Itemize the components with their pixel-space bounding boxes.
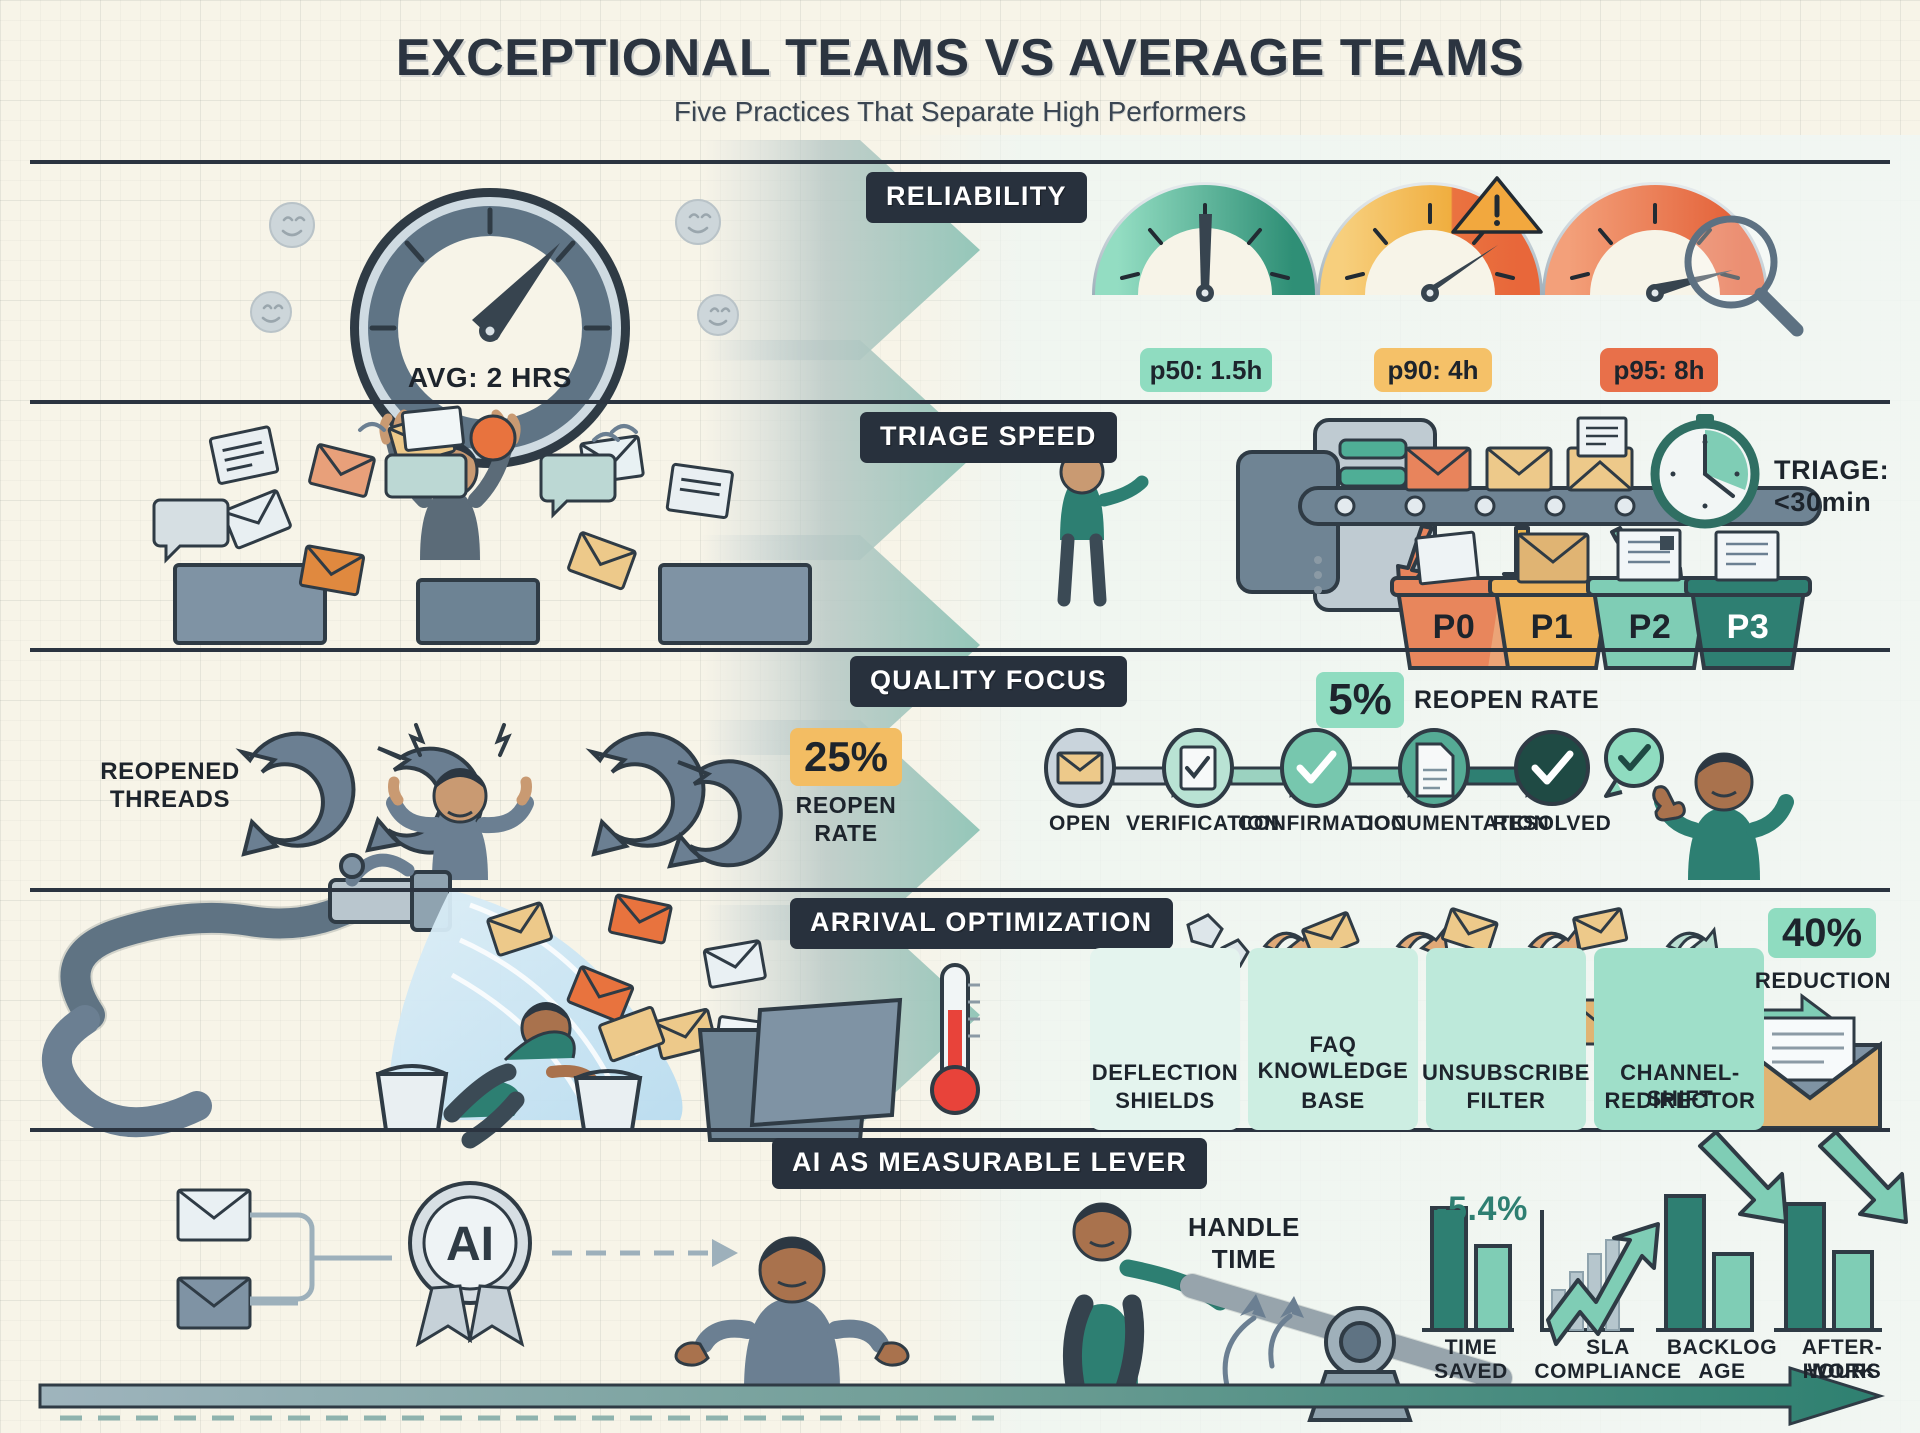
handle-time-delta: -5.4%: [1436, 1190, 1528, 1228]
filter-card-channel-shift: [1594, 948, 1764, 1130]
chart-label-time-1: TIME: [1444, 1336, 1498, 1359]
header: EXCEPTIONAL TEAMS VS AVERAGE TEAMS Five …: [0, 0, 1920, 135]
resolution-flow: [1044, 728, 1794, 880]
arrival-reduction-value: 40%: [1768, 908, 1876, 958]
gauge-p50: [1092, 182, 1318, 302]
gauge-pill-p90: p90: 4h: [1374, 348, 1492, 392]
magnifier-icon: [1684, 215, 1804, 337]
gauge-p90: [1317, 176, 1543, 302]
stopwatch-icon: [1650, 414, 1760, 529]
filter-card-unsubscribe: [1426, 948, 1586, 1130]
section-badge-ai-lever: AI AS MEASURABLE LEVER: [772, 1138, 1208, 1189]
filter-card-label-faq-2: BASE: [1301, 1088, 1365, 1113]
flow-step-label-open: OPEN: [1049, 812, 1111, 835]
filter-card-label-deflection-1: DEFLECTION: [1091, 1060, 1239, 1085]
filter-card-label-deflection-2: SHIELDS: [1115, 1088, 1215, 1113]
row-divider-2: [30, 400, 1890, 404]
row-divider-1: [30, 160, 1890, 164]
triage-timer-label-line2: <30min: [1774, 487, 1872, 517]
avg-reopen-rate-value: 25%: [790, 728, 902, 786]
flow-step-label-resolved: RESOLVED: [1492, 812, 1612, 835]
gauge-pill-p50: p50: 1.5h: [1140, 348, 1272, 392]
exc-reopen-rate-value: 5%: [1316, 672, 1404, 728]
reopen-loops: [235, 731, 783, 869]
reopened-threads-label-line2: THREADS: [109, 786, 231, 813]
page-title: EXCEPTIONAL TEAMS VS AVERAGE TEAMS: [395, 29, 1525, 87]
page-subtitle: Five Practices That Separate High Perfor…: [673, 96, 1247, 127]
stressed-person: [386, 723, 534, 880]
bin-label-p3: P3: [1726, 608, 1770, 646]
thermometer-icon: [930, 963, 980, 1115]
row-divider-5: [30, 1128, 1890, 1132]
row-divider-4: [30, 888, 1890, 892]
chaos-scene: [152, 405, 812, 645]
exc-reopen-rate-label: REOPEN RATE: [1414, 686, 1600, 714]
filter-card-label-faq-1: FAQ KNOWLEDGE: [1257, 1032, 1409, 1083]
section-badge-arrival-optimization: ARRIVAL OPTIMIZATION: [790, 898, 1173, 949]
gauge-p95: [1542, 182, 1804, 337]
filter-card-label-channel-2: REDIRECTOR: [1604, 1088, 1756, 1113]
chart-label-time-2: SAVED: [1434, 1360, 1508, 1383]
filter-card-deflection: [1090, 948, 1240, 1130]
avg-gauge: [350, 188, 630, 468]
chart-label-afterhours-1: AFTER-HOURS: [1801, 1336, 1883, 1383]
arrival-reduction-label: REDUCTION: [1754, 968, 1892, 993]
svg-text:AI: AI: [446, 1218, 494, 1271]
row-divider-3: [30, 648, 1890, 652]
chart-label-backlog-2: AGE: [1698, 1360, 1746, 1383]
filter-card-label-unsubscribe-2: FILTER: [1466, 1088, 1546, 1113]
smiley-icons: [250, 199, 739, 336]
lever-label-line1: HANDLE: [1188, 1212, 1300, 1242]
metric-bar-charts: [1422, 1130, 1908, 1346]
bottom-progress-arrow: [38, 1365, 1886, 1427]
section-badge-triage-speed: TRIAGE SPEED: [860, 412, 1117, 463]
ai-left-scene: AI: [176, 1181, 910, 1390]
flow-step-label-confirmation: CONFIRMATION: [1238, 812, 1407, 835]
firehose-scene: [41, 853, 980, 1149]
avg-reopen-rate-label-line1: REOPEN: [795, 792, 897, 818]
chart-label-sla-2: COMPLIANCE: [1534, 1360, 1682, 1383]
flow-step-label-documentation: DOCUMENTATION: [1358, 812, 1550, 835]
bin-label-p1: P1: [1530, 608, 1574, 646]
flow-step-label-verification: VERIFICATION: [1126, 812, 1280, 835]
filter-card-label-channel-1: CHANNEL-SHIFT: [1620, 1060, 1740, 1111]
reopened-threads-label-line1: REOPENED: [100, 758, 240, 785]
triage-timer-label-line1: TRIAGE:: [1774, 455, 1890, 485]
chart-label-backlog-1: BACKLOG: [1666, 1336, 1778, 1359]
avg-gauge-label: AVG: 2 HRS: [407, 362, 573, 393]
filter-card-label-unsubscribe-1: UNSUBSCRIBE: [1422, 1060, 1590, 1085]
filter-card-faq: [1248, 948, 1418, 1130]
ai-badge-icon: AI: [408, 1181, 532, 1348]
avg-reopen-rate-label-line2: RATE: [814, 820, 878, 846]
bin-label-p0: P0: [1432, 608, 1476, 646]
chart-label-sla-1: SLA: [1586, 1336, 1630, 1359]
chart-label-afterhours-2: WORK: [1807, 1360, 1877, 1383]
lever-label-line2: TIME: [1211, 1244, 1277, 1274]
bin-label-p2: P2: [1628, 608, 1672, 646]
gauge-pill-p95: p95: 8h: [1600, 348, 1718, 392]
section-badge-quality-focus: QUALITY FOCUS: [850, 656, 1127, 707]
section-badge-reliability: RELIABILITY: [866, 172, 1087, 223]
